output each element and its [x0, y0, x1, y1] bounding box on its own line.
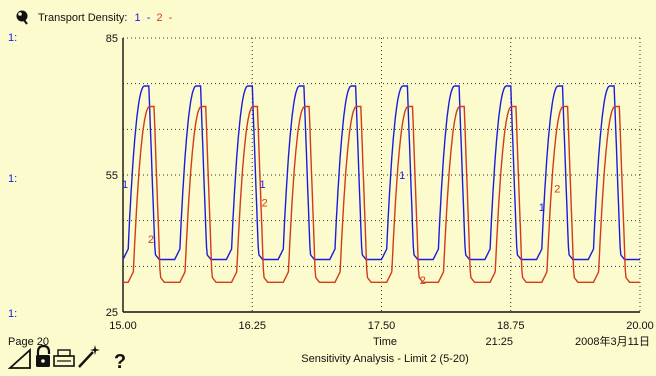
x-axis-label: Time [373, 336, 397, 348]
header-separator-1: - [147, 12, 151, 24]
print-icon[interactable] [53, 349, 75, 367]
curve-label-2: 2 [554, 184, 560, 196]
series-1-line [122, 85, 640, 261]
clock-time: 21:25 [485, 336, 513, 348]
curve-label-1: 1 [399, 170, 405, 182]
date-stamp: 2008年3月11日 [575, 334, 650, 348]
toolbar: ? [7, 344, 126, 373]
svg-text:Transport Density: 1: Transport Density: 1 - 2 - [38, 12, 173, 24]
curve-label-2: 2 [148, 234, 154, 246]
scale-tag-top: 1: [8, 32, 17, 44]
header-series-1-tag: 1 [135, 12, 141, 24]
pin-icon[interactable] [16, 10, 28, 25]
x-tick-label: 17.50 [368, 320, 396, 332]
header-separator-2: - [169, 12, 173, 24]
header: Transport Density: 1 - 2 - [16, 10, 173, 25]
curve-label-2: 2 [262, 197, 268, 209]
series-2-line [123, 105, 640, 283]
run-title: Sensitivity Analysis - Limit 2 (5-20) [301, 353, 469, 365]
y-tick-label: 25 [106, 307, 118, 319]
curve-label-1: 1 [539, 202, 545, 214]
x-tick-label: 18.75 [497, 320, 525, 332]
scale-tag-middle: 1: [8, 173, 17, 185]
x-tick-label: 15.00 [109, 320, 137, 332]
tick-labels: 15.00 16.25 17.50 18.75 20.00 25 55 85 [106, 33, 654, 332]
page-turn-icon[interactable] [7, 347, 31, 369]
x-tick-label: 16.25 [238, 320, 266, 332]
help-icon[interactable]: ? [114, 351, 126, 373]
curve-label-1: 1 [260, 179, 266, 191]
wand-icon[interactable] [78, 345, 100, 368]
scale-tag-bottom: 1: [8, 308, 17, 320]
y-tick-label: 55 [106, 170, 118, 182]
grid-lines [123, 37, 641, 312]
curve-label-2: 2 [420, 275, 426, 287]
y-tick-label: 85 [106, 33, 118, 45]
lock-icon[interactable] [36, 344, 51, 367]
axes [122, 38, 640, 313]
header-series-2-tag: 2 [156, 12, 162, 24]
page-number: Page 20 [8, 336, 49, 348]
header-title: Transport Density: [38, 12, 127, 24]
x-tick-label: 20.00 [626, 320, 654, 332]
curve-label-1: 1 [122, 179, 128, 191]
series-lines [122, 85, 640, 283]
